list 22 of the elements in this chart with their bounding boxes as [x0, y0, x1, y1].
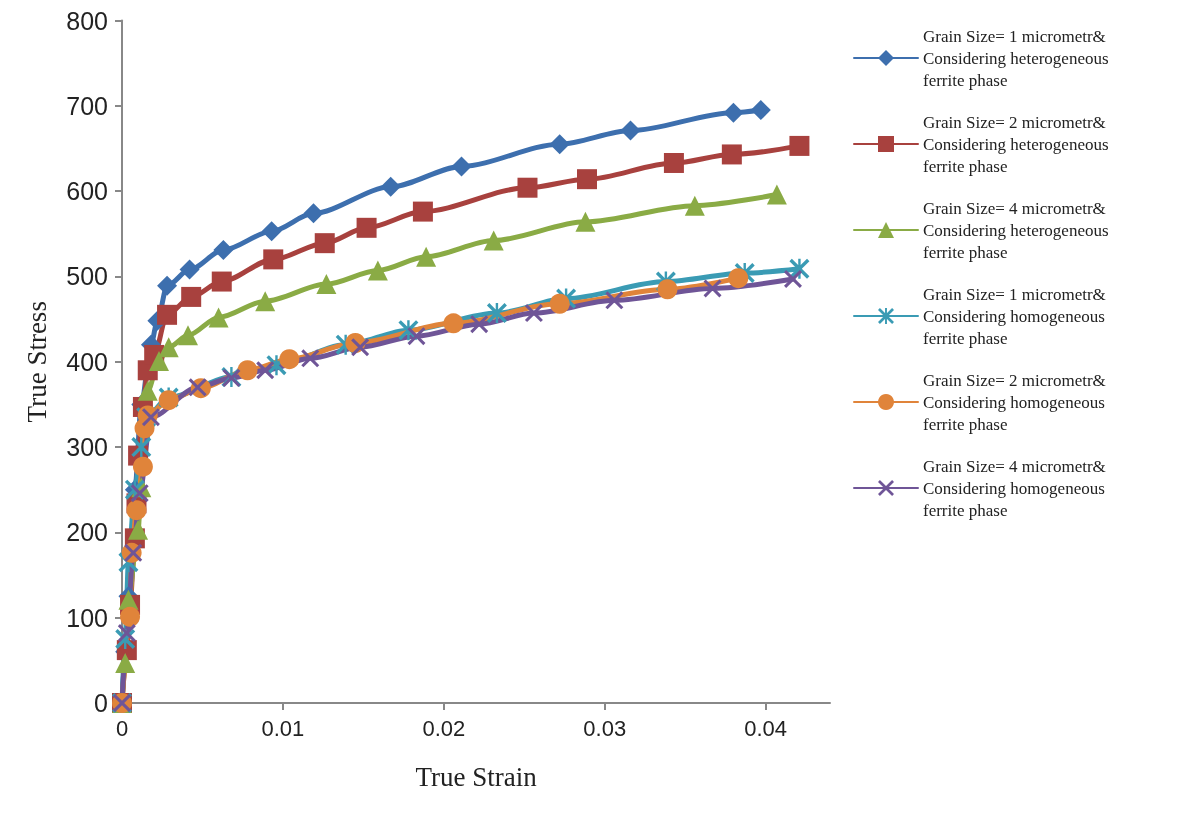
- x-tick-label: 0.03: [583, 715, 627, 741]
- x-tick-label: 0.01: [261, 715, 305, 741]
- x-axis-title: True Strain: [415, 761, 538, 792]
- x-tick-label: 0.04: [744, 715, 788, 741]
- x-tick-label: 0.02: [422, 715, 466, 741]
- y-tick-label: 100: [66, 603, 108, 632]
- y-tick-label: 600: [66, 177, 108, 206]
- y-tick-label: 500: [66, 262, 108, 291]
- y-axis-title: True Stress: [21, 301, 52, 423]
- legend-label: Grain Size= 1 micrometr& Considering heterogeneous ferrite phase: [923, 26, 1113, 90]
- legend-label: Grain Size= 2 micrometr& Considering heterogeneous ferrite phase: [923, 112, 1113, 176]
- legend-label: Grain Size= 4 micrometr& Considering homogeneous ferrite phase: [923, 456, 1111, 520]
- y-tick-label: 800: [66, 6, 108, 35]
- y-tick-label: 300: [66, 433, 108, 462]
- legend-label: Grain Size= 2 micrometr& Considering homogeneous ferrite phase: [923, 370, 1111, 434]
- legend-label: Grain Size= 4 micrometr& Considering heterogeneous ferrite phase: [923, 198, 1113, 262]
- y-tick-label: 200: [66, 518, 108, 547]
- y-tick-label: 400: [66, 347, 108, 376]
- y-tick-label: 0: [94, 689, 108, 717]
- x-tick-label: 0: [115, 715, 129, 741]
- legend-label: Grain Size= 1 micrometr& Considering homogeneous ferrite phase: [923, 284, 1111, 348]
- y-tick-label: 700: [66, 91, 108, 120]
